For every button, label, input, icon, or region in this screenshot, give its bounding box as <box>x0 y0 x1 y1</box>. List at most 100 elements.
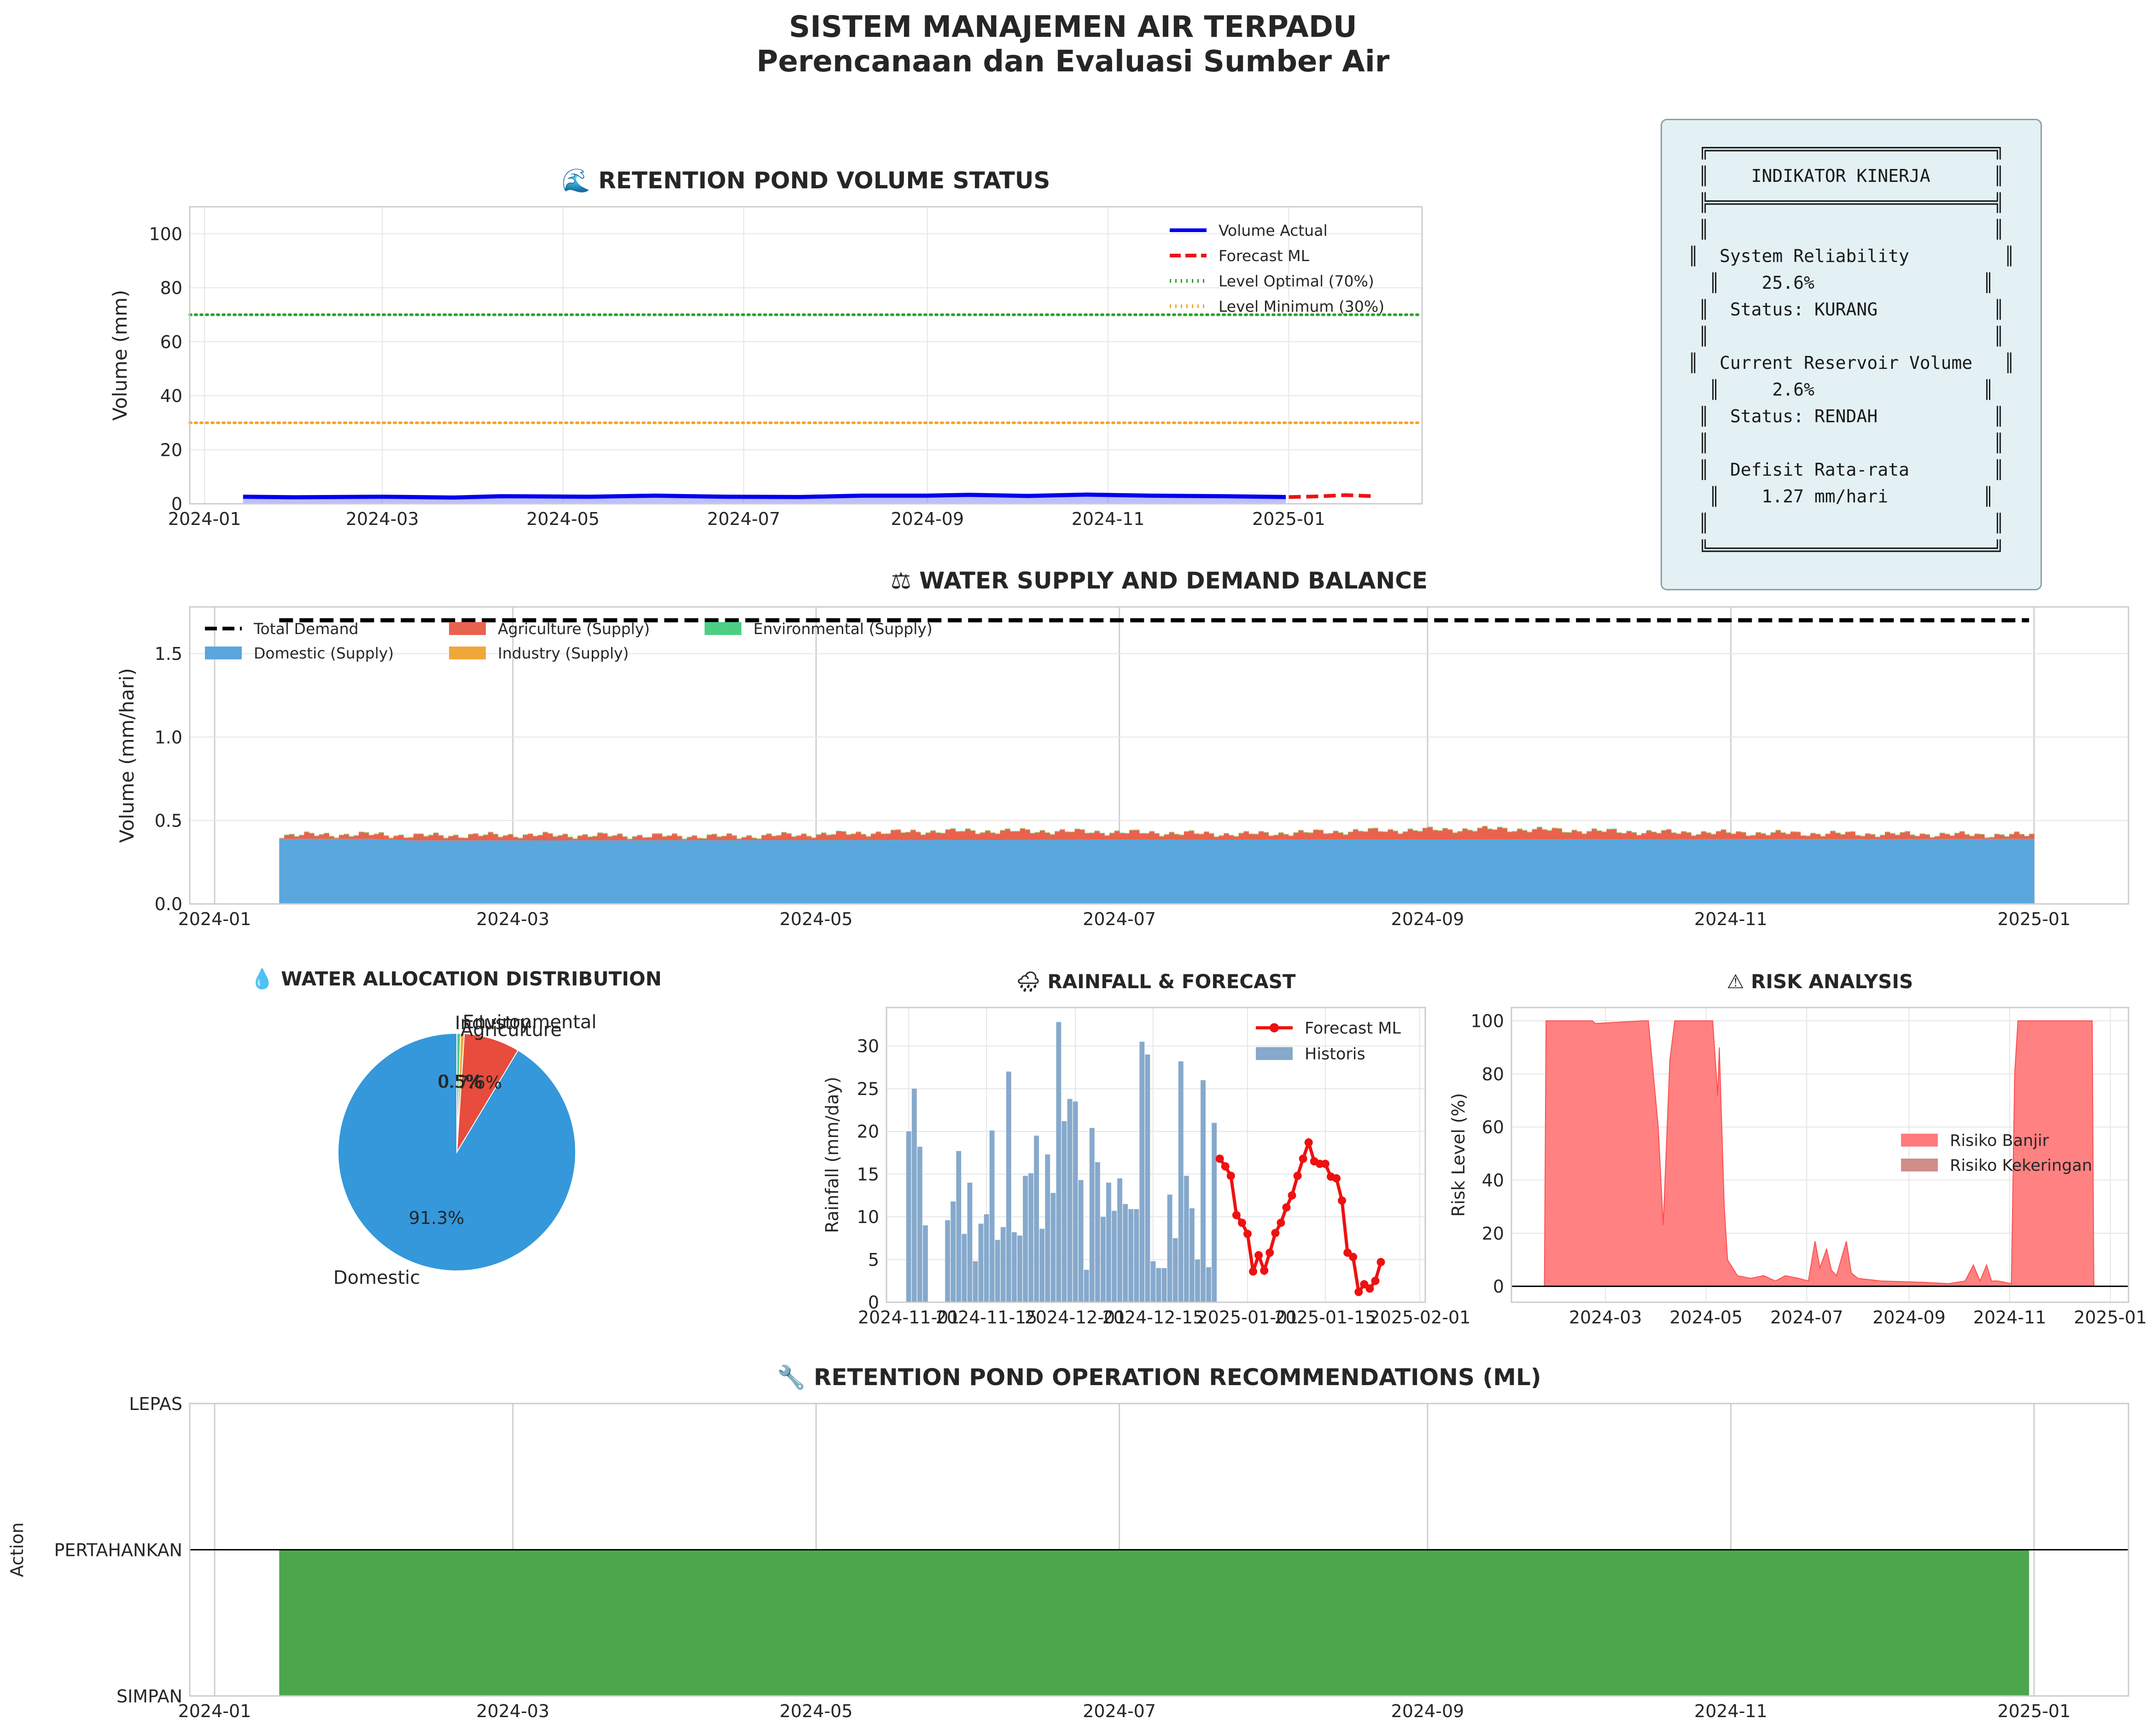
operation-x-tick-label: 2024-05 <box>780 1701 853 1721</box>
bar-domestic <box>418 840 424 904</box>
bar-industry <box>1542 829 1547 830</box>
bar-industry <box>856 832 861 833</box>
bar-industry <box>468 834 473 835</box>
bar-industry <box>1069 832 1075 833</box>
bar-environmental <box>1079 829 1085 830</box>
bar-environmental <box>438 835 444 836</box>
bar-environmental <box>662 836 667 837</box>
bar-domestic <box>1000 839 1005 904</box>
bar-domestic <box>1328 839 1334 904</box>
bar-environmental <box>1770 832 1776 833</box>
rainfall-bar <box>1212 1123 1217 1302</box>
bar-domestic <box>1169 839 1174 904</box>
bar-agriculture <box>299 835 304 839</box>
bar-domestic <box>821 840 827 904</box>
bar-domestic <box>1412 839 1418 904</box>
bar-domestic <box>870 840 876 904</box>
bar-domestic <box>448 840 454 904</box>
bar-agriculture <box>1467 830 1473 839</box>
rainfall-forecast-point <box>1376 1258 1385 1266</box>
bar-agriculture <box>1283 834 1289 840</box>
bar-agriculture <box>875 832 881 840</box>
bar-domestic <box>1895 839 1901 904</box>
bar-domestic <box>916 840 921 904</box>
bar-domestic <box>1954 839 1960 904</box>
bar-environmental <box>1512 831 1517 832</box>
bar-agriculture <box>1835 833 1841 839</box>
bar-environmental <box>1676 833 1682 834</box>
bar-domestic <box>1343 839 1348 904</box>
bar-domestic <box>1377 839 1383 904</box>
bar-domestic <box>1278 839 1284 904</box>
bar-domestic <box>711 840 717 904</box>
bar-agriculture <box>970 831 976 840</box>
bar-agriculture <box>363 833 369 839</box>
bar-environmental <box>965 828 971 829</box>
rainfall-y-tick-label: 10 <box>857 1207 879 1227</box>
bar-domestic <box>1258 839 1264 904</box>
bar-agriculture <box>1064 832 1070 840</box>
bar-domestic <box>602 840 608 904</box>
volume-x-tick-label: 2024-09 <box>891 509 964 529</box>
bar-domestic <box>1596 839 1602 904</box>
bar-agriculture <box>1681 832 1686 839</box>
bar-domestic <box>682 840 688 904</box>
bar-industry <box>891 830 896 831</box>
bar-domestic <box>1576 839 1582 904</box>
bar-environmental <box>1611 828 1617 829</box>
bar-domestic <box>1273 839 1279 904</box>
bar-domestic <box>1164 839 1170 904</box>
bar-agriculture <box>821 833 827 840</box>
bar-domestic <box>1069 839 1075 904</box>
rainfall-legend: Forecast ML Historis <box>1256 1019 1401 1064</box>
bar-environmental <box>1437 830 1443 831</box>
bar-domestic <box>413 840 419 904</box>
bar-industry <box>1174 834 1179 835</box>
bar-environmental <box>841 831 846 832</box>
bar-agriculture <box>1562 833 1567 839</box>
bar-domestic <box>1442 839 1448 904</box>
bar-domestic <box>1810 839 1816 904</box>
bar-agriculture <box>1567 833 1572 839</box>
bar-industry <box>1060 829 1065 830</box>
bar-industry <box>612 835 618 836</box>
bar-agriculture <box>766 834 772 840</box>
bar-agriculture <box>1795 832 1801 839</box>
rainfall-forecast-point <box>1277 1218 1285 1227</box>
bar-agriculture <box>2029 834 2035 839</box>
rainfall-forecast-point <box>1232 1211 1241 1219</box>
rainfall-forecast-point <box>1254 1251 1263 1259</box>
bar-agriculture <box>1596 831 1602 839</box>
bar-domestic <box>1641 839 1647 904</box>
bar-agriculture <box>1755 833 1761 839</box>
bar-industry <box>1606 829 1612 830</box>
pie-slice-agriculture <box>456 1033 519 1153</box>
bar-environmental <box>557 835 563 836</box>
bar-domestic <box>1373 839 1378 904</box>
bar-environmental <box>970 830 976 831</box>
bar-agriculture <box>1457 832 1463 839</box>
bar-industry <box>806 836 811 837</box>
pie-pct-industry: 0.5% <box>437 1072 482 1092</box>
bar-industry <box>1020 828 1026 829</box>
bar-domestic <box>1720 839 1726 904</box>
bar-domestic <box>652 840 658 904</box>
bar-industry <box>960 831 966 832</box>
bar-industry <box>1055 831 1060 832</box>
bar-agriculture <box>1770 833 1776 839</box>
bar-environmental <box>1477 827 1483 828</box>
bar-industry <box>304 832 309 833</box>
bar-agriculture <box>731 836 737 840</box>
risk-y-tick-label: 80 <box>1482 1064 1504 1084</box>
bar-domestic <box>1085 839 1090 904</box>
bar-domestic <box>1050 839 1055 904</box>
bar-domestic <box>1437 839 1443 904</box>
bar-industry <box>1636 835 1642 836</box>
operation-title: 🔧 RETENTION POND OPERATION RECOMMENDATIO… <box>777 1363 1541 1391</box>
bar-agriculture <box>1412 831 1418 840</box>
bar-environmental <box>349 836 354 837</box>
bar-environmental <box>1184 831 1190 832</box>
bar-industry <box>1626 831 1632 832</box>
bar-environmental <box>950 828 956 829</box>
bar-environmental <box>279 838 285 839</box>
